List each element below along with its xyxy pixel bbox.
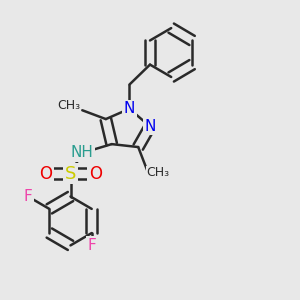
Text: CH₃: CH₃ — [147, 167, 170, 179]
Text: CH₃: CH₃ — [58, 99, 81, 112]
Text: F: F — [87, 238, 96, 253]
Text: F: F — [24, 189, 32, 204]
Text: N: N — [124, 101, 135, 116]
Text: O: O — [39, 165, 52, 183]
Text: O: O — [89, 165, 102, 183]
Text: NH: NH — [71, 146, 94, 160]
Text: S: S — [65, 165, 76, 183]
Text: N: N — [144, 119, 156, 134]
